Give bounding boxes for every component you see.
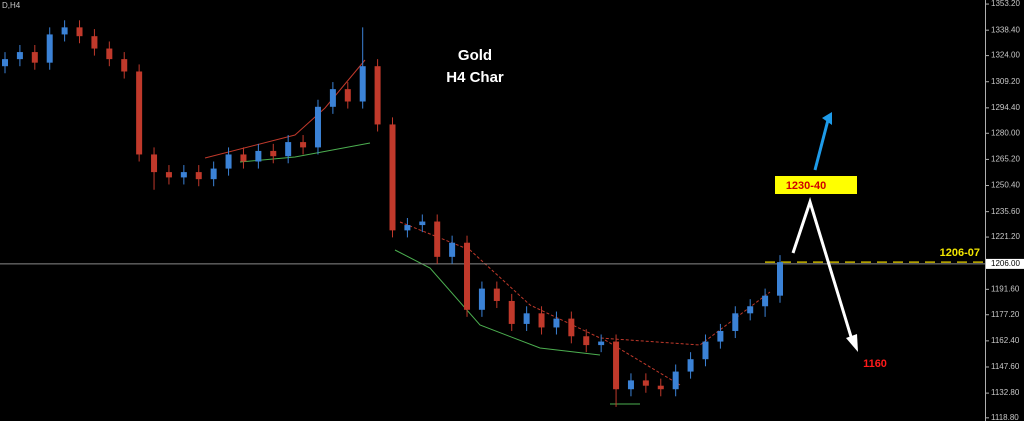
candle-body [151,154,158,173]
y-tick-label: 1191.60 [991,284,1020,293]
y-tick-label: 1147.60 [991,362,1020,371]
candle-body [493,288,500,301]
candle-body [314,106,321,148]
candle-body [255,150,262,162]
arrow-down [791,197,854,341]
candle-body [657,385,664,390]
target-box [775,176,857,194]
candle-body [478,288,485,310]
candle-body [717,330,724,342]
candle-body [76,27,83,37]
y-tick-label: 1338.40 [991,25,1020,34]
candle-body [449,242,456,257]
candle-body [165,172,172,178]
candle-body [568,318,575,337]
candle-body [523,313,530,324]
y-tick-label: 1265.20 [991,155,1020,164]
y-tick-label: 1221.20 [991,232,1020,241]
trendline [399,221,771,346]
candle-body [464,242,471,310]
candle-body [777,262,783,296]
y-tick-label: 1280.00 [991,128,1020,137]
candle-body [195,172,202,180]
candle-body [538,313,545,328]
candle-body [31,52,38,63]
y-tick-label: 1162.40 [991,336,1020,345]
candle-body [404,225,411,231]
symbol-label: D,H4 [2,1,21,10]
candle-body [2,59,8,67]
candle-body [225,154,232,169]
candle-body [598,341,605,346]
current-price-label: 1206.00 [991,259,1020,268]
chart-subtitle: H4 Char [446,69,504,86]
candle-body [210,168,217,180]
candle-body [747,306,754,314]
trendline [394,249,601,356]
candle-body [136,71,143,155]
candle-body [91,36,98,49]
y-tick-label: 1235.60 [991,207,1020,216]
y-tick-label: 1353.20 [991,0,1020,8]
candle-body [270,150,277,157]
candle-body [16,52,23,60]
candle-body [434,221,441,257]
arrow-up [813,119,830,171]
candle-body [672,371,679,390]
y-tick-label: 1118.80 [991,413,1019,421]
target-down-label: 1160 [863,358,887,370]
candle-body [180,172,187,178]
candle-body [732,313,739,331]
trendline [204,59,366,159]
candle-body [627,380,634,390]
y-tick-label: 1309.20 [991,77,1020,86]
plot [0,20,985,407]
y-tick-label: 1132.80 [991,388,1020,397]
arrows [791,112,858,352]
candle-body [121,59,128,72]
candle-body [613,341,620,390]
candle-body [285,142,292,157]
chart-title: Gold [458,47,492,64]
candle-body [702,341,709,360]
candle-body [300,142,307,148]
candle-body [359,66,366,102]
level-label: 1206-07 [940,247,980,259]
target-up-label: 1230-40 [786,180,826,192]
candle-body [46,34,53,63]
candle-body [344,89,351,102]
candle-body [642,380,649,386]
current-price-box [986,258,1024,269]
candle-body [374,66,381,125]
candle-body [61,27,68,35]
candle-body [508,300,515,324]
candle-body [389,124,396,231]
y-tick-label: 1250.40 [991,181,1020,190]
y-tick-label: 1177.20 [991,310,1020,319]
y-tick-label: 1294.40 [991,103,1020,112]
y-tick-label: 1324.00 [991,51,1020,60]
candle-body [240,154,247,162]
arrowhead [822,112,832,125]
candle-body [583,336,590,346]
candle-body [553,318,560,328]
trendline [604,339,681,386]
candle-body [419,221,426,226]
candle-body [687,359,694,372]
candle-body [762,295,769,307]
candle-body [329,89,336,107]
arrowhead [846,334,858,352]
candle-body [106,48,113,60]
